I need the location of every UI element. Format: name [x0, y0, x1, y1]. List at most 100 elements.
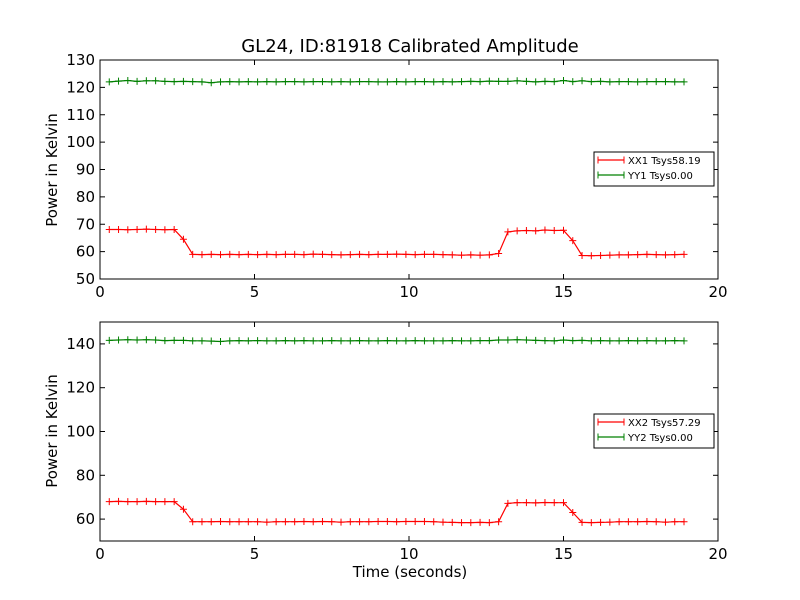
data-point-xx2: [235, 518, 243, 526]
data-point-yy1: [569, 78, 577, 86]
data-point-xx1: [328, 251, 336, 259]
data-point-xx2: [189, 518, 197, 526]
data-point-yy2: [550, 337, 558, 345]
data-point-xx2: [532, 499, 540, 507]
x-axis-label: Time (seconds): [352, 563, 468, 581]
data-point-yy2: [485, 337, 493, 345]
data-point-xx1: [402, 250, 410, 258]
data-point-yy2: [624, 337, 632, 345]
data-point-yy2: [152, 336, 160, 344]
x-tick-label: 15: [554, 545, 573, 563]
data-point-xx2: [541, 498, 549, 506]
data-point-yy2: [522, 336, 530, 344]
data-point-yy1: [532, 78, 540, 86]
data-point-yy2: [420, 337, 428, 345]
data-point-yy1: [560, 77, 567, 85]
data-point-xx1: [365, 251, 373, 259]
data-point-xx1: [337, 251, 345, 259]
data-point-xx2: [115, 497, 123, 505]
data-point-xx2: [652, 518, 660, 526]
data-point-yy1: [142, 77, 150, 85]
data-point-yy2: [328, 337, 336, 345]
data-point-xx1: [541, 226, 549, 234]
data-point-yy2: [411, 337, 419, 345]
data-point-xx2: [661, 518, 669, 526]
data-point-xx2: [170, 498, 178, 506]
data-point-yy1: [300, 78, 308, 86]
data-point-xx2: [634, 518, 642, 526]
data-point-xx2: [374, 518, 382, 526]
data-point-yy1: [189, 78, 197, 86]
data-point-yy1: [448, 78, 456, 86]
bottom-legend-marker-xx2: [597, 418, 625, 426]
data-point-xx1: [207, 250, 215, 258]
data-point-yy2: [597, 337, 605, 345]
data-point-yy2: [671, 337, 679, 345]
data-point-yy1: [671, 78, 679, 86]
data-point-yy1: [318, 78, 326, 86]
data-point-yy2: [198, 337, 206, 345]
data-point-xx2: [226, 518, 234, 526]
data-point-yy2: [226, 337, 234, 345]
data-point-yy2: [374, 337, 382, 345]
data-point-xx1: [124, 226, 132, 234]
data-point-xx2: [606, 518, 614, 526]
data-point-xx2: [671, 518, 679, 526]
data-point-xx2: [420, 518, 428, 526]
data-point-yy1: [291, 78, 299, 86]
data-point-yy2: [272, 337, 280, 345]
data-point-xx2: [300, 518, 308, 526]
x-tick-label: 0: [95, 545, 105, 563]
data-point-xx1: [170, 225, 178, 233]
data-point-xx2: [513, 499, 521, 507]
data-point-yy1: [383, 78, 391, 86]
data-point-yy1: [244, 78, 252, 86]
data-point-xx2: [263, 518, 271, 526]
data-point-xx2: [560, 499, 567, 507]
y-tick-label: 120: [66, 78, 95, 96]
data-point-yy1: [263, 78, 271, 86]
data-point-yy1: [661, 78, 669, 86]
data-point-xx1: [522, 227, 530, 235]
data-point-xx1: [411, 251, 419, 259]
data-point-xx1: [161, 226, 169, 234]
data-point-yy1: [513, 77, 521, 85]
data-point-yy1: [411, 78, 419, 86]
data-point-xx1: [615, 251, 623, 259]
data-point-yy1: [652, 78, 660, 86]
data-point-xx1: [356, 250, 364, 258]
data-point-xx1: [476, 251, 484, 259]
data-point-yy2: [383, 337, 391, 345]
data-point-xx1: [430, 250, 438, 258]
data-point-xx2: [328, 518, 336, 526]
legend-label-yy1: YY1 Tsys0.00: [627, 171, 693, 182]
data-point-yy2: [179, 336, 187, 344]
legend-label-yy2: YY2 Tsys0.00: [627, 433, 693, 444]
data-point-xx2: [597, 518, 605, 526]
data-point-yy2: [467, 337, 475, 345]
top-plot-marks: [105, 77, 688, 260]
data-point-xx1: [281, 250, 289, 258]
data-point-xx1: [142, 225, 150, 233]
data-point-yy1: [346, 78, 354, 86]
data-point-xx1: [318, 250, 326, 258]
x-tick-label: 5: [250, 283, 260, 301]
data-point-yy1: [133, 77, 141, 85]
data-point-xx2: [504, 499, 512, 507]
data-point-xx1: [346, 251, 354, 259]
data-point-yy2: [495, 336, 503, 344]
data-point-yy2: [105, 336, 113, 344]
data-point-yy1: [402, 78, 410, 86]
data-point-yy2: [606, 337, 614, 345]
data-point-yy2: [634, 337, 642, 345]
data-point-yy2: [318, 337, 326, 345]
data-point-yy2: [281, 337, 289, 345]
data-point-yy2: [124, 336, 132, 344]
data-point-yy1: [680, 78, 688, 86]
bottom-plot-marks: [105, 336, 688, 527]
top-y-axis-label: Power in Kelvin: [43, 113, 61, 227]
data-point-yy1: [337, 78, 345, 86]
data-point-xx1: [179, 235, 187, 243]
legend-marker: [597, 156, 625, 164]
y-tick-label: 140: [66, 335, 95, 353]
